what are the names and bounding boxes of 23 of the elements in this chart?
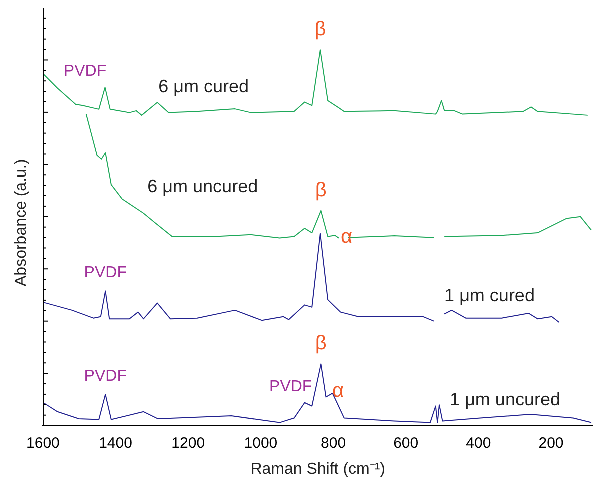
annotation: α [341, 226, 353, 248]
x-tick-label: 1000 [244, 434, 278, 452]
annotation: β [315, 332, 327, 355]
annotation: PVDF [84, 368, 128, 386]
x-tick-label: 1600 [26, 434, 60, 452]
annotation: PVDF [84, 264, 128, 282]
x-axis-title: Raman Shift (cm⁻¹) [250, 460, 386, 478]
annotation: PVDF [64, 63, 107, 80]
y-axis-title: Absorbance (a.u.) [13, 159, 30, 286]
x-tick-label: 200 [538, 434, 564, 452]
series-label: 6 μm uncured [148, 176, 258, 197]
x-tick-label: 800 [321, 434, 346, 452]
series-label: 1 μm cured [444, 285, 535, 306]
annotation: β [314, 18, 326, 41]
series-label: 6 μm cured [158, 76, 250, 96]
x-tick-label: 1400 [99, 434, 132, 452]
annotation: α [332, 380, 344, 402]
x-tick-label: 400 [466, 434, 492, 452]
annotation: PVDF [270, 378, 312, 396]
x-tick-label: 1200 [172, 434, 206, 452]
series-label: 1 μm uncured [450, 390, 560, 410]
annotation: β [315, 179, 327, 202]
x-tick-label: 600 [394, 434, 419, 452]
